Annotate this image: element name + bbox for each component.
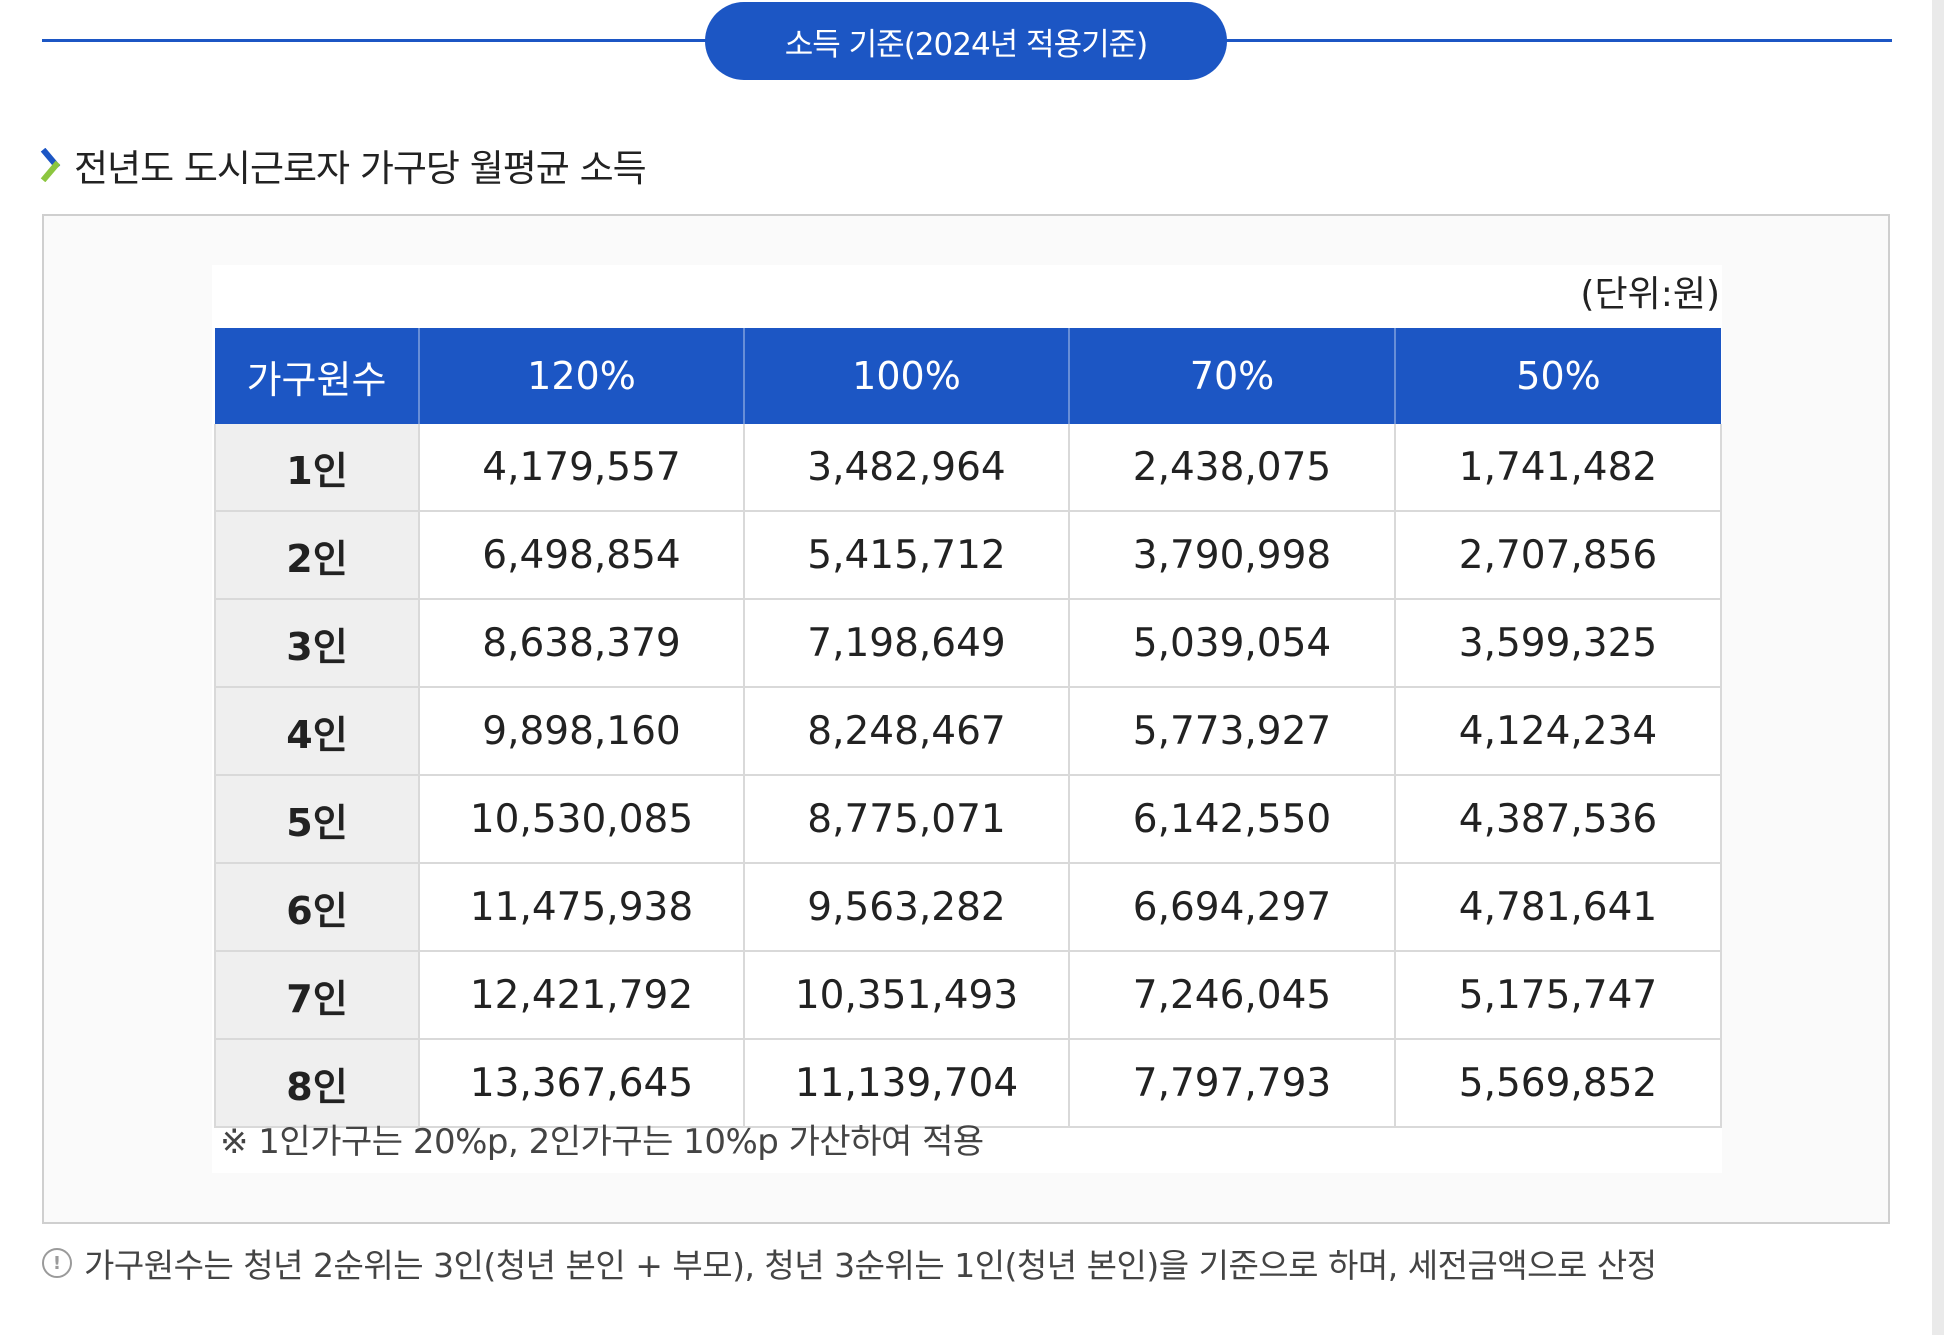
section-title: 전년도 도시근로자 가구당 월평균 소득 [74, 147, 647, 190]
table-cell: 13,367,645 [418, 1039, 745, 1128]
table-cell: 9,563,282 [743, 863, 1070, 952]
column-header-120: 120% [419, 328, 745, 424]
table-cell: 7,246,045 [1068, 951, 1396, 1040]
table-cell: 4,179,557 [418, 424, 745, 512]
table-cell: 6,498,854 [418, 511, 745, 600]
table-cell: 3,482,964 [743, 424, 1070, 512]
table-note: ※ 1인가구는 20%p, 2인가구는 10%p 가산하여 적용 [220, 1122, 984, 1162]
vertical-scrollbar[interactable] [1932, 0, 1944, 1335]
table-cell: 12,421,792 [418, 951, 745, 1040]
table-row: 2인 6,498,854 5,415,712 3,790,998 2,707,8… [214, 511, 1722, 600]
unit-label: (단위:원) [1580, 274, 1720, 315]
row-header: 4인 [214, 687, 420, 776]
row-header: 2인 [214, 511, 420, 600]
table-cell: 5,175,747 [1394, 951, 1722, 1040]
table-cell: 5,039,054 [1068, 599, 1396, 688]
column-header-household: 가구원수 [215, 328, 420, 424]
table-cell: 11,475,938 [418, 863, 745, 952]
income-table-card: (단위:원) 가구원수 120% 100% 70% 50% 1인 4,179,5… [212, 265, 1722, 1173]
table-cell: 9,898,160 [418, 687, 745, 776]
table-cell: 4,124,234 [1394, 687, 1722, 776]
table-cell: 8,638,379 [418, 599, 745, 688]
income-criteria-label: 소득 기준(2024년 적용기준) [784, 26, 1148, 63]
table-cell: 2,438,075 [1068, 424, 1396, 512]
info-icon: ! [42, 1248, 72, 1278]
table-cell: 4,387,536 [1394, 775, 1722, 864]
table-row: 4인 9,898,160 8,248,467 5,773,927 4,124,2… [214, 687, 1722, 776]
row-header: 1인 [214, 424, 420, 512]
table-cell: 11,139,704 [743, 1039, 1070, 1128]
table-row: 1인 4,179,557 3,482,964 2,438,075 1,741,4… [214, 424, 1722, 512]
table-cell: 10,351,493 [743, 951, 1070, 1040]
header-band: 소득 기준(2024년 적용기준) [42, 0, 1892, 82]
row-header: 3인 [214, 599, 420, 688]
table-cell: 8,248,467 [743, 687, 1070, 776]
footnote: ! 가구원수는 청년 2순위는 3인(청년 본인 + 부모), 청년 3순위는 … [42, 1240, 1657, 1286]
table-cell: 5,773,927 [1068, 687, 1396, 776]
table-cell: 5,415,712 [743, 511, 1070, 600]
table-row: 6인 11,475,938 9,563,282 6,694,297 4,781,… [214, 863, 1722, 952]
table-row: 3인 8,638,379 7,198,649 5,039,054 3,599,3… [214, 599, 1722, 688]
column-header-50: 50% [1395, 328, 1721, 424]
row-header: 5인 [214, 775, 420, 864]
chevron-right-icon [40, 148, 61, 182]
table-row: 8인 13,367,645 11,139,704 7,797,793 5,569… [214, 1039, 1722, 1128]
table-cell: 2,707,856 [1394, 511, 1722, 600]
income-criteria-badge: 소득 기준(2024년 적용기준) [705, 2, 1227, 80]
table-cell: 8,775,071 [743, 775, 1070, 864]
table-cell: 3,790,998 [1068, 511, 1396, 600]
table-header-row: 가구원수 120% 100% 70% 50% [215, 328, 1721, 424]
table-cell: 6,142,550 [1068, 775, 1396, 864]
table-cell: 10,530,085 [418, 775, 745, 864]
row-header: 6인 [214, 863, 420, 952]
footnote-text: 가구원수는 청년 2순위는 3인(청년 본인 + 부모), 청년 3순위는 1인… [84, 1246, 1657, 1285]
section-heading: 전년도 도시근로자 가구당 월평균 소득 [40, 140, 647, 190]
table-row: 5인 10,530,085 8,775,071 6,142,550 4,387,… [214, 775, 1722, 864]
table-cell: 4,781,641 [1394, 863, 1722, 952]
table-cell: 7,797,793 [1068, 1039, 1396, 1128]
table-cell: 6,694,297 [1068, 863, 1396, 952]
table-cell: 7,198,649 [743, 599, 1070, 688]
row-header: 7인 [214, 951, 420, 1040]
table-cell: 1,741,482 [1394, 424, 1722, 512]
table-row: 7인 12,421,792 10,351,493 7,246,045 5,175… [214, 951, 1722, 1040]
row-header: 8인 [214, 1039, 420, 1128]
table-cell: 5,569,852 [1394, 1039, 1722, 1128]
table-cell: 3,599,325 [1394, 599, 1722, 688]
column-header-70: 70% [1069, 328, 1396, 424]
column-header-100: 100% [744, 328, 1070, 424]
income-table: 가구원수 120% 100% 70% 50% 1인 4,179,557 3,48… [214, 328, 1722, 1128]
